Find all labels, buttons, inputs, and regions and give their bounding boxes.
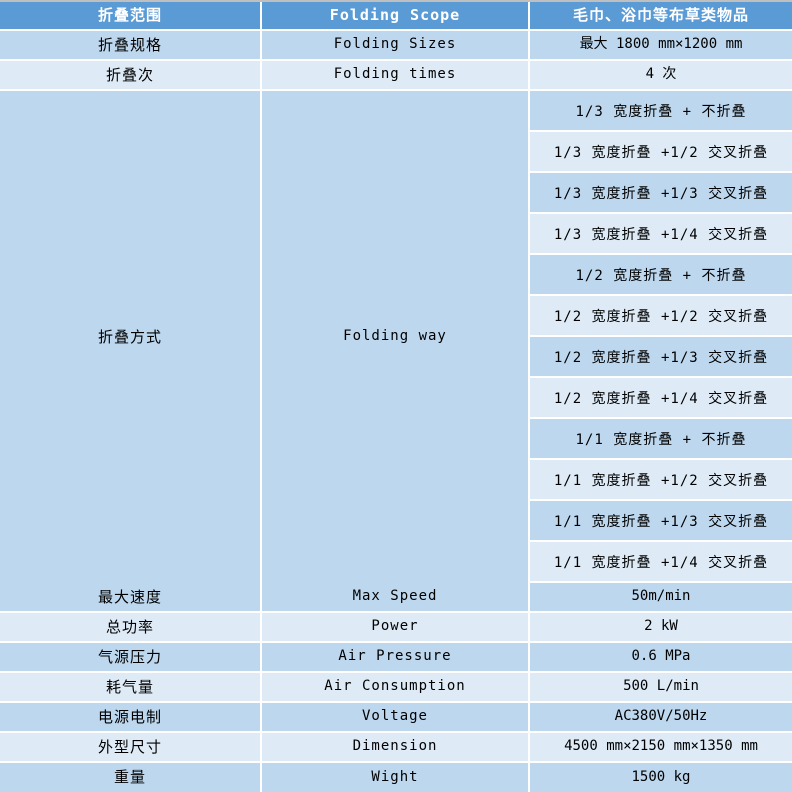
folding-option: 1/1 宽度折叠 +1/3 交叉折叠: [530, 501, 792, 542]
spec-value: 500 L/min: [530, 673, 792, 703]
table-header-row: 折叠范围 Folding Scope 毛巾、浴巾等布草类物品: [0, 2, 792, 31]
folding-way-section: 折叠方式 Folding way 1/3 宽度折叠 + 不折叠 1/3 宽度折叠…: [0, 91, 792, 583]
spec-value: 50m/min: [530, 583, 792, 613]
spec-name-cn: 气源压力: [0, 643, 262, 673]
folding-options-column: 1/3 宽度折叠 + 不折叠 1/3 宽度折叠 +1/2 交叉折叠 1/3 宽度…: [530, 91, 792, 583]
spec-name-en: Wight: [262, 763, 530, 792]
header-cell-scope-en: Folding Scope: [262, 2, 530, 29]
spec-name-en: Folding times: [262, 61, 530, 91]
spec-name-cn: 电源电制: [0, 703, 262, 733]
folding-option: 1/2 宽度折叠 +1/4 交叉折叠: [530, 378, 792, 419]
table-row-air-pressure: 气源压力 Air Pressure 0.6 MPa: [0, 643, 792, 673]
spec-name-cn: 外型尺寸: [0, 733, 262, 763]
table-row-max-speed: 最大速度 Max Speed 50m/min: [0, 583, 792, 613]
folding-option: 1/2 宽度折叠 + 不折叠: [530, 255, 792, 296]
header-cell-items: 毛巾、浴巾等布草类物品: [530, 2, 792, 29]
table-row-folding-sizes: 折叠规格 Folding Sizes 最大 1800 mm×1200 mm: [0, 31, 792, 61]
spec-value: 4500 mm×2150 mm×1350 mm: [530, 733, 792, 763]
spec-name-en: Max Speed: [262, 583, 530, 613]
spec-value: 1500 kg: [530, 763, 792, 792]
folding-way-label-cn: 折叠方式: [0, 91, 262, 583]
spec-name-en: Air Pressure: [262, 643, 530, 673]
spec-name-cn: 折叠次: [0, 61, 262, 91]
spec-name-cn: 重量: [0, 763, 262, 792]
spec-value: 最大 1800 mm×1200 mm: [530, 31, 792, 61]
folding-option: 1/1 宽度折叠 +1/2 交叉折叠: [530, 460, 792, 501]
table-top-border: [0, 0, 792, 2]
table-row-weight: 重量 Wight 1500 kg: [0, 763, 792, 792]
folding-option: 1/1 宽度折叠 +1/4 交叉折叠: [530, 542, 792, 583]
table-row-folding-times: 折叠次 Folding times 4 次: [0, 61, 792, 91]
spec-name-en: Dimension: [262, 733, 530, 763]
spec-name-en: Air Consumption: [262, 673, 530, 703]
folding-option: 1/3 宽度折叠 +1/3 交叉折叠: [530, 173, 792, 214]
spec-name-en: Power: [262, 613, 530, 643]
spec-name-en: Voltage: [262, 703, 530, 733]
table-row-air-consumption: 耗气量 Air Consumption 500 L/min: [0, 673, 792, 703]
spec-value: 0.6 MPa: [530, 643, 792, 673]
folding-option: 1/2 宽度折叠 +1/2 交叉折叠: [530, 296, 792, 337]
folding-way-label-en: Folding way: [262, 91, 530, 583]
spec-value: 4 次: [530, 61, 792, 91]
spec-value: AC380V/50Hz: [530, 703, 792, 733]
folding-option: 1/3 宽度折叠 +1/4 交叉折叠: [530, 214, 792, 255]
folding-option: 1/3 宽度折叠 +1/2 交叉折叠: [530, 132, 792, 173]
spec-name-en: Folding Sizes: [262, 31, 530, 61]
spec-value: 2 kW: [530, 613, 792, 643]
table-row-voltage: 电源电制 Voltage AC380V/50Hz: [0, 703, 792, 733]
header-cell-scope-cn: 折叠范围: [0, 2, 262, 29]
folding-option: 1/3 宽度折叠 + 不折叠: [530, 91, 792, 132]
spec-name-cn: 最大速度: [0, 583, 262, 613]
folding-option: 1/2 宽度折叠 +1/3 交叉折叠: [530, 337, 792, 378]
spec-name-cn: 总功率: [0, 613, 262, 643]
table-row-power: 总功率 Power 2 kW: [0, 613, 792, 643]
table-row-dimension: 外型尺寸 Dimension 4500 mm×2150 mm×1350 mm: [0, 733, 792, 763]
spec-name-cn: 耗气量: [0, 673, 262, 703]
spec-name-cn: 折叠规格: [0, 31, 262, 61]
folding-option: 1/1 宽度折叠 + 不折叠: [530, 419, 792, 460]
